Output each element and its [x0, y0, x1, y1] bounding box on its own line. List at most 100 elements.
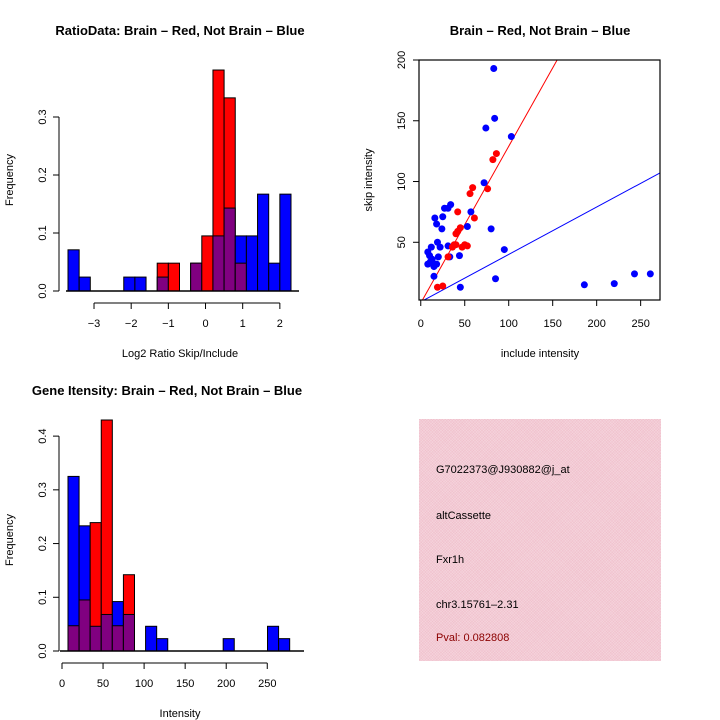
overlap-bar: [111, 625, 124, 652]
overlap-bar: [223, 207, 236, 292]
not-brain-point: [646, 270, 654, 278]
brain-fit-line: [421, 60, 558, 300]
overlap-bar: [78, 599, 91, 652]
ratio-histogram: RatioData: Brain – Red, Not Brain – Blue…: [4, 23, 305, 360]
x-tick-label: 0: [202, 318, 208, 330]
ratio-histogram-title: RatioData: Brain – Red, Not Brain – Blue: [55, 23, 304, 38]
brain-bar: [167, 262, 181, 292]
overlap-bar: [212, 235, 225, 292]
brain-point: [470, 214, 478, 222]
y-tick-label: 0.1: [37, 590, 49, 605]
brain-point: [433, 283, 441, 291]
ratio-histogram-xlabel: Log2 Ratio Skip/Include: [122, 348, 238, 360]
y-tick-label: 0.3: [37, 482, 49, 497]
x-tick-label: 150: [176, 678, 194, 690]
not-brain-fit-line: [423, 172, 660, 300]
x-tick-label: 100: [135, 678, 153, 690]
scatter-xlabel: include intensity: [501, 348, 580, 360]
brain-point: [444, 253, 452, 261]
brain-point: [466, 190, 474, 198]
y-tick-label: 50: [396, 236, 408, 248]
brain-point: [456, 224, 464, 232]
y-tick-label: 0.1: [37, 225, 49, 240]
brain-point: [484, 185, 492, 193]
chromosome-location: chr3.15761–2.31: [436, 599, 519, 611]
not-brain-point: [455, 252, 463, 260]
overlap-bar: [89, 625, 102, 652]
not-brain-point: [424, 260, 432, 268]
not-brain-point: [630, 270, 638, 278]
not-brain-bar: [268, 262, 281, 292]
not-brain-bar: [222, 638, 235, 652]
x-tick-label: 250: [258, 678, 276, 690]
gene-intensity-histogram: Gene Itensity: Brain – Red, Not Brain – …: [4, 383, 304, 720]
not-brain-bar: [278, 638, 291, 652]
not-brain-point: [430, 272, 438, 280]
y-tick-label: 0.2: [37, 167, 49, 182]
brain-point: [469, 184, 477, 192]
not-brain-bar: [156, 638, 169, 652]
overlap-bar: [122, 613, 135, 652]
not-brain-bar: [279, 193, 292, 292]
not-brain-point: [433, 260, 441, 268]
gene-intensity-ylabel: Frequency: [4, 514, 16, 566]
not-brain-point: [436, 243, 444, 251]
x-tick-label: 200: [217, 678, 235, 690]
intensity-scatter: Brain – Red, Not Brain – Blue include in…: [363, 23, 661, 360]
gene-name: Fxr1h: [436, 554, 465, 566]
y-tick-label: 0.0: [37, 283, 49, 298]
x-tick-label: 2: [277, 318, 283, 330]
plot-frame: [418, 59, 661, 301]
not-brain-point: [434, 253, 442, 261]
not-brain-bar: [78, 276, 91, 292]
not-brain-point: [610, 280, 618, 288]
y-tick-label: 100: [396, 172, 408, 190]
not-brain-point: [424, 248, 432, 256]
x-tick-label: −1: [162, 318, 175, 330]
x-tick-label: 200: [587, 318, 605, 330]
not-brain-bar: [67, 475, 80, 652]
not-brain-bar: [257, 193, 270, 292]
x-tick-label: −2: [125, 318, 138, 330]
y-tick-label: 150: [396, 112, 408, 130]
not-brain-bar: [123, 276, 136, 292]
x-tick-label: 250: [631, 318, 649, 330]
y-tick-label: 0.3: [37, 109, 49, 124]
gene-intensity-xlabel: Intensity: [160, 708, 201, 720]
y-tick-label: 0.0: [37, 643, 49, 658]
brain-point: [439, 282, 447, 290]
not-brain-point: [439, 213, 447, 221]
scatter-ylabel: skip intensity: [363, 148, 375, 211]
not-brain-bar: [67, 249, 80, 292]
not-brain-point: [438, 225, 446, 233]
overlap-bar: [67, 625, 80, 652]
brain-point: [492, 150, 500, 158]
not-brain-bar: [145, 625, 158, 652]
event-type: altCassette: [436, 510, 492, 522]
gene-intensity-title: Gene Itensity: Brain – Red, Not Brain – …: [32, 383, 302, 398]
not-brain-point: [427, 243, 435, 251]
brain-point: [450, 241, 458, 249]
y-tick-label: 0.2: [37, 536, 49, 551]
not-brain-bar: [267, 625, 280, 652]
probe-id: G7022373@J930882@j_at: [436, 464, 570, 476]
not-brain-point: [431, 214, 439, 222]
overlap-bar: [100, 613, 113, 652]
brain-point: [454, 208, 462, 216]
not-brain-point: [487, 225, 495, 233]
brain-point: [452, 230, 460, 238]
not-brain-point: [500, 246, 508, 254]
overlap-bar: [190, 262, 203, 292]
y-tick-label: 200: [396, 51, 408, 69]
not-brain-point: [580, 281, 588, 289]
info-panel: G7022373@J930882@j_at altCassette Fxr1h …: [419, 419, 661, 661]
x-tick-label: 100: [500, 318, 518, 330]
brain-point: [458, 243, 466, 251]
not-brain-point: [463, 222, 471, 230]
overlap-bar: [156, 276, 169, 292]
x-tick-label: 0: [59, 678, 65, 690]
not-brain-point: [482, 124, 490, 132]
x-tick-label: 150: [544, 318, 562, 330]
x-tick-label: 50: [459, 318, 471, 330]
